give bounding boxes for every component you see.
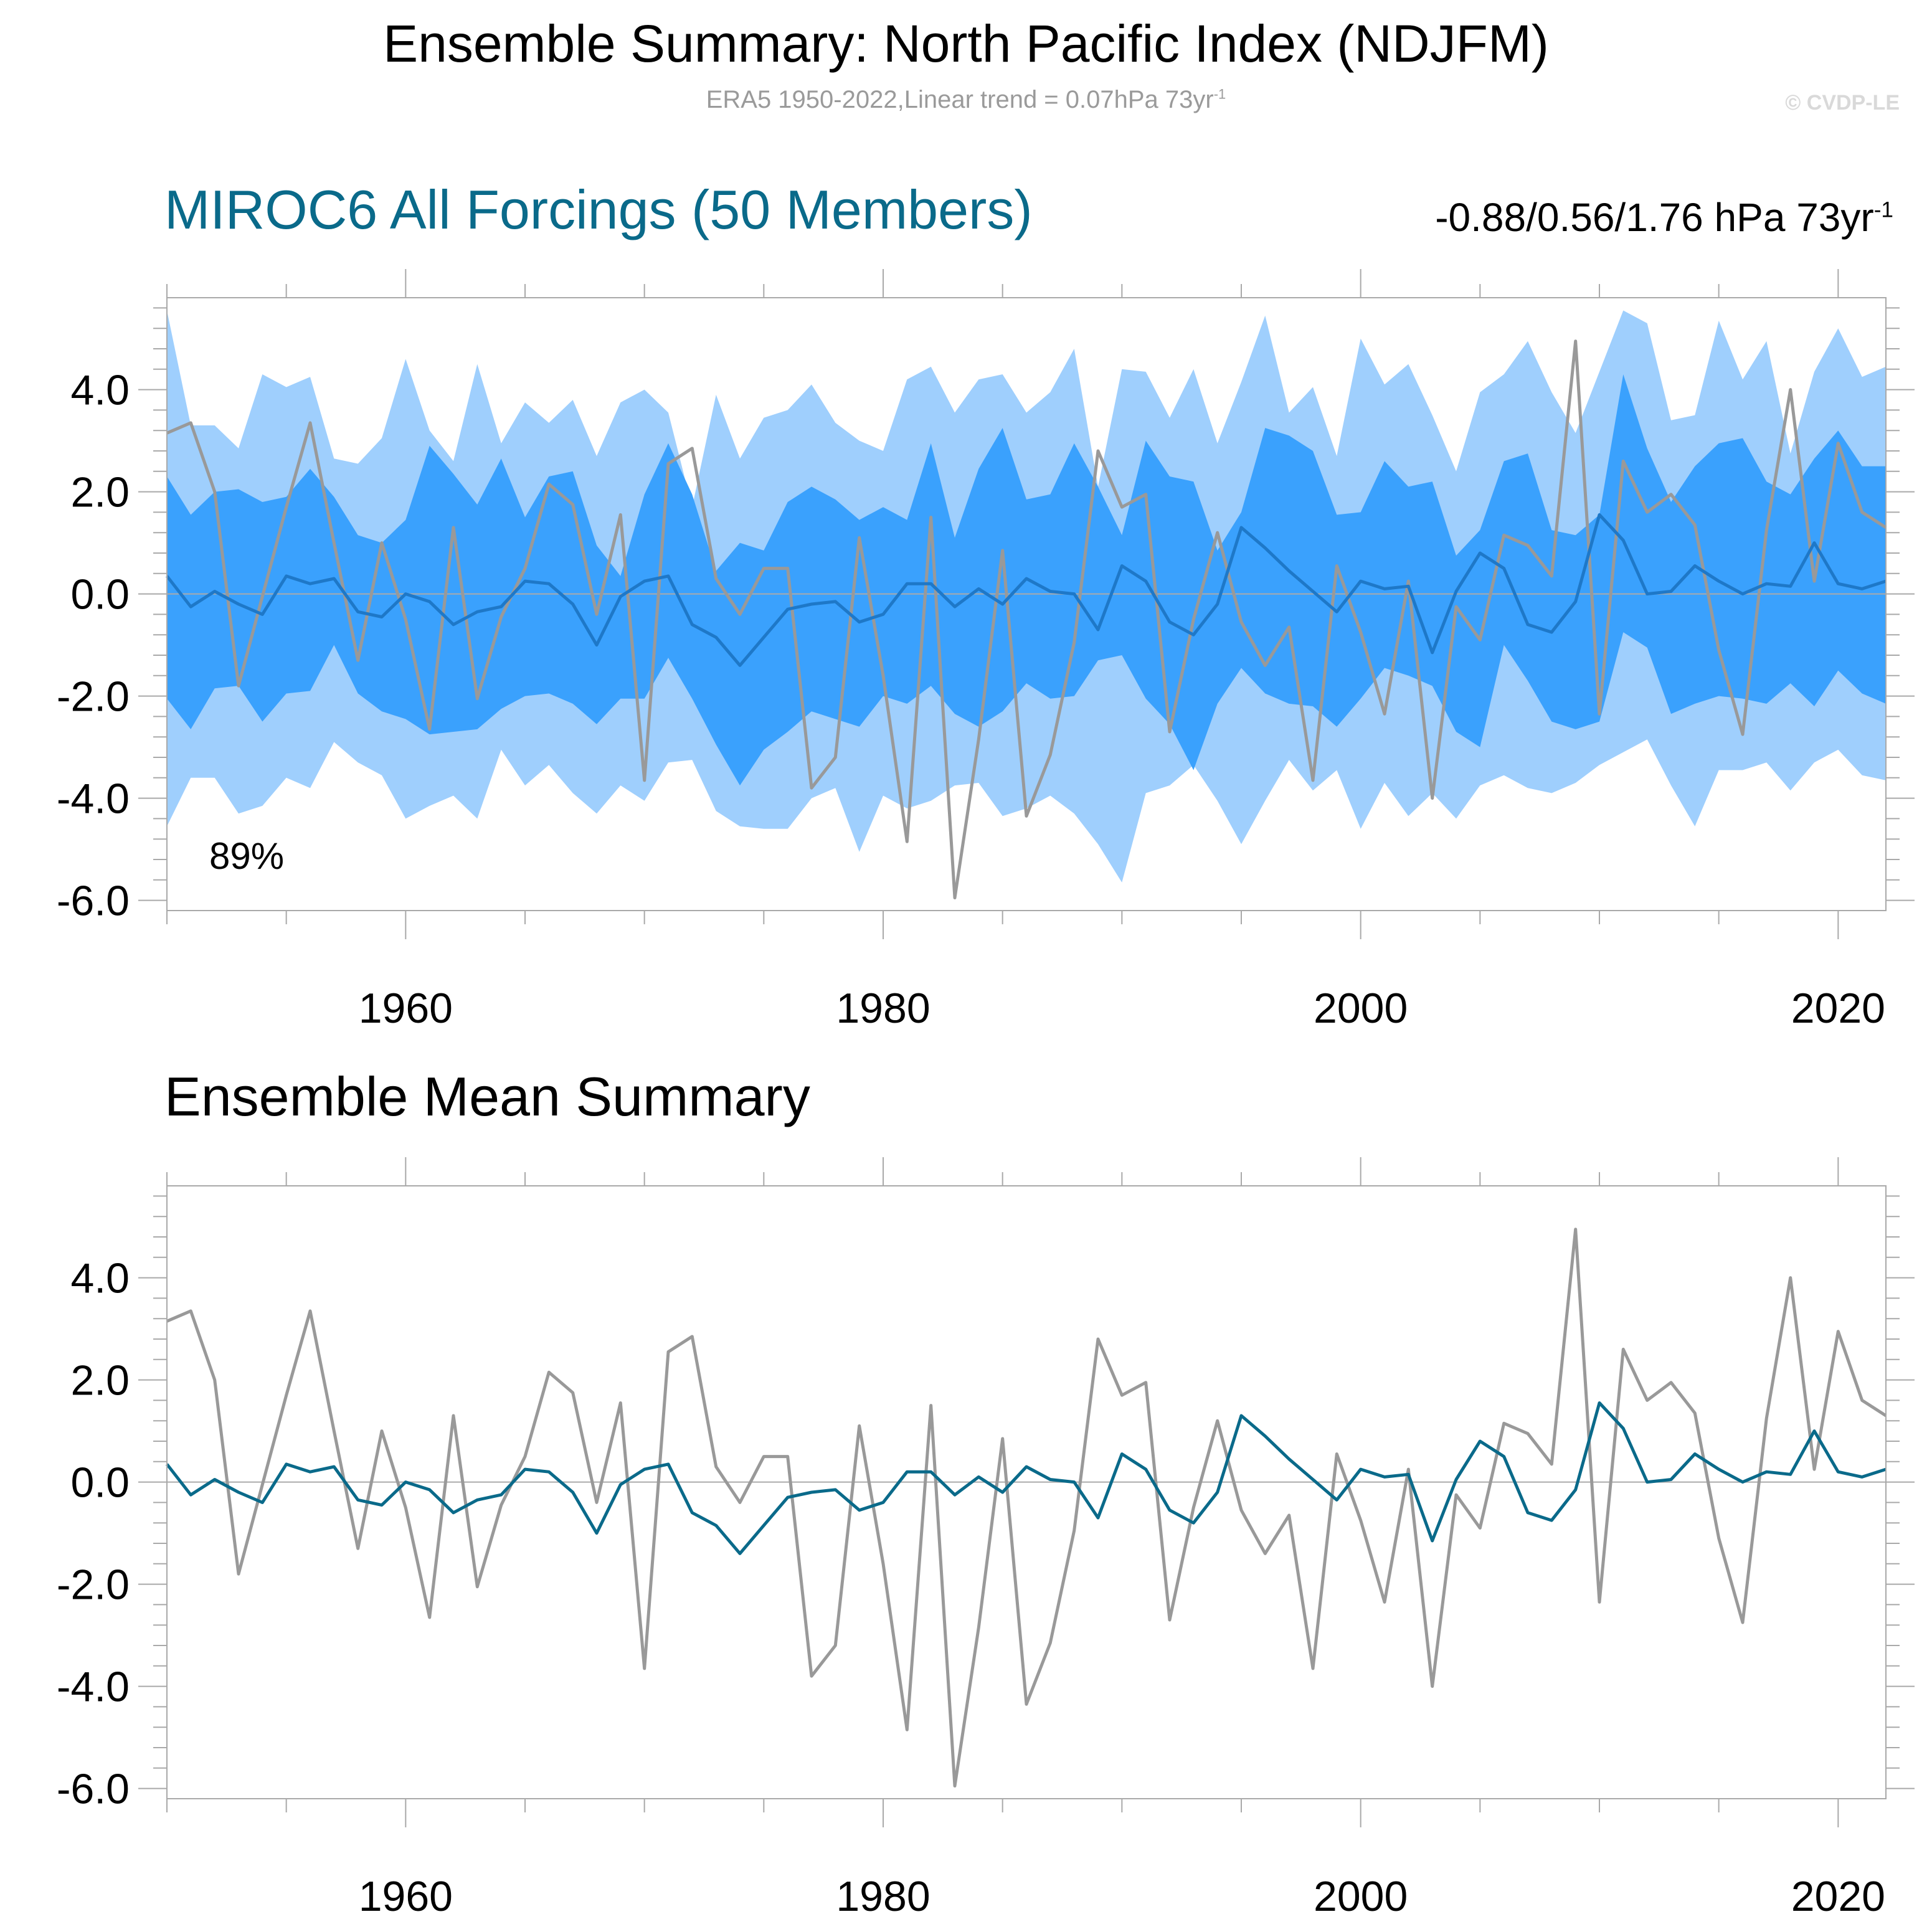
panel1-percent-label: 89%	[209, 835, 284, 877]
panel2-y-tick-label: -6.0	[57, 1766, 130, 1813]
trend-superscript: -1	[1873, 197, 1893, 222]
panel1-title: MIROC6 All Forcings (50 Members)	[164, 179, 1033, 240]
panel2-y-tick-label: 0.0	[70, 1459, 130, 1507]
panel2-y-tick-label: 4.0	[70, 1255, 130, 1302]
panel2-y-tick-label: 2.0	[70, 1357, 130, 1404]
subtitle-superscript: -1	[1213, 86, 1226, 102]
panel2-plot: -6.0 -4.0 -2.0 0.0 2.0 4.0 1960 1980 2000 2020	[57, 1157, 1915, 1920]
chart-subtitle: ERA5 1950-2022,Linear trend = 0.07hPa 73…	[0, 86, 1932, 114]
panel1-y-tick-label: -2.0	[57, 673, 130, 721]
panel2-x-tick-label: 2020	[1791, 1873, 1885, 1920]
panel2-observed-line	[166, 1228, 1887, 1787]
panel2-plot-frame	[166, 1185, 1887, 1799]
panel1-x-tick-label: 2000	[1314, 985, 1408, 1032]
panel2-y-tick-label: -4.0	[57, 1664, 130, 1711]
panel1-observed-line	[166, 339, 1887, 899]
panel2-x-tick-label: 2000	[1314, 1873, 1408, 1920]
panel1-y-tick-label: 0.0	[70, 571, 130, 618]
panel2-x-tick-label: 1960	[359, 1873, 453, 1920]
subtitle-text: ERA5 1950-2022,Linear trend = 0.07hPa 73…	[706, 86, 1214, 113]
panel1-y-tick-label: -6.0	[57, 878, 130, 925]
panel1-trend-summary: -0.88/0.56/1.76 hPa 73yr-1	[1435, 194, 1893, 240]
panel1-plot-frame	[166, 297, 1887, 911]
panel2-y-tick-label: -2.0	[57, 1561, 130, 1609]
panel2-ensemble-mean-line	[166, 1401, 1887, 1555]
panel1-plot: -6.0 -4.0 -2.0 0.0 2.0 4.0 1960 1980 2000 2020 89%	[57, 269, 1915, 1032]
panel1-y-tick-label: -4.0	[57, 775, 130, 823]
panel2-x-tick-label: 1980	[836, 1873, 930, 1920]
panel2-title: Ensemble Mean Summary	[164, 1066, 810, 1127]
credit-watermark: © CVDP-LE	[1785, 91, 1900, 115]
panel1-y-tick-label: 2.0	[70, 469, 130, 516]
trend-text: -0.88/0.56/1.76 hPa 73yr	[1435, 195, 1874, 240]
chart-title: Ensemble Summary: North Pacific Index (N…	[383, 14, 1549, 73]
panel1-x-tick-label: 2020	[1791, 985, 1885, 1032]
panel1-x-tick-label: 1980	[836, 985, 930, 1032]
panel1-y-tick-label: 4.0	[70, 367, 130, 414]
panel1-x-tick-label: 1960	[359, 985, 453, 1032]
panel1-ensemble-mean-line	[166, 513, 1887, 667]
